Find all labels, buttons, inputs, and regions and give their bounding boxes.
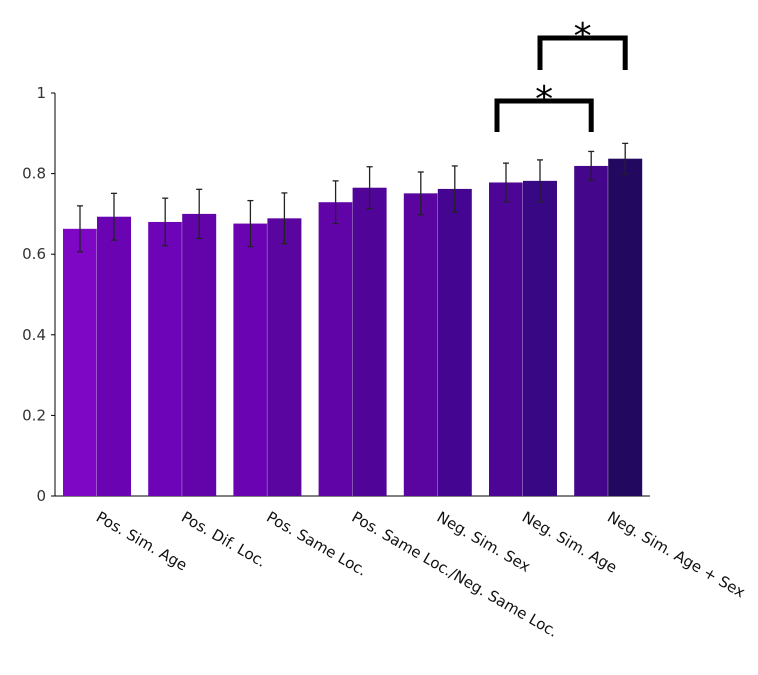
bar <box>574 165 609 496</box>
bar <box>437 188 472 496</box>
bar <box>403 193 438 497</box>
y-tick-label: 0.4 <box>22 326 46 344</box>
bar <box>608 158 643 496</box>
category-label: Pos. Sim. Age <box>93 508 190 575</box>
y-tick-label: 0 <box>36 487 46 505</box>
y-tick-label: 0.2 <box>22 406 46 424</box>
bar <box>523 180 557 496</box>
bar <box>489 182 523 496</box>
y-tick-label: 0.8 <box>22 165 46 183</box>
error-bars <box>77 142 629 253</box>
significance-star: * <box>574 16 592 57</box>
bar <box>318 202 353 496</box>
significance-brackets: ** <box>494 16 628 132</box>
significance-bracket <box>537 35 628 70</box>
significance-star: * <box>535 79 553 120</box>
significance-bracket <box>494 98 594 132</box>
category-label: Neg. Sim. Age + Sex <box>604 508 748 602</box>
category-label: Pos. Dif. Loc. <box>178 508 269 571</box>
bar <box>233 223 268 496</box>
bar <box>267 218 302 496</box>
bar <box>182 213 217 496</box>
bar <box>148 221 183 496</box>
y-tick-label: 0.6 <box>22 245 46 263</box>
category-label: Neg. Sim. Age <box>519 508 620 577</box>
bar <box>352 187 387 496</box>
bars <box>63 158 643 497</box>
bar <box>97 216 131 496</box>
y-tick-label: 1 <box>36 84 46 102</box>
bar <box>63 228 97 496</box>
